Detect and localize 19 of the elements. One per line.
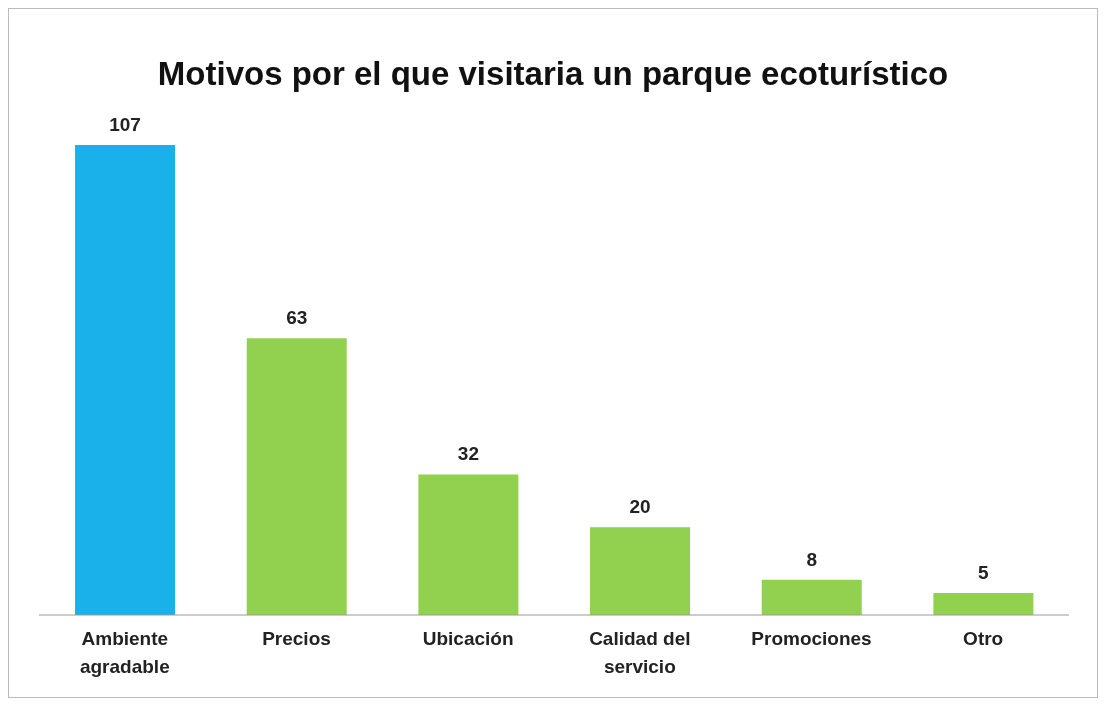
chart-title: Motivos por el que visitaria un parque ecoturístico (156, 54, 950, 94)
bar (590, 527, 691, 615)
data-label: 107 (109, 114, 141, 135)
x-tick-label: Otro (963, 628, 1004, 649)
data-label: 5 (978, 562, 990, 584)
x-tick-label: Precios (262, 628, 331, 649)
bar (761, 579, 862, 615)
data-label: 8 (806, 548, 818, 570)
bar (75, 145, 176, 615)
x-tick-label: Ubicación (422, 628, 514, 649)
bar (246, 338, 347, 615)
x-tick-label: Calidad del servicio (589, 628, 691, 677)
data-label: 20 (629, 496, 651, 518)
x-tick-label: Promociones (751, 628, 872, 649)
bar (933, 593, 1034, 615)
data-label: 32 (457, 443, 479, 465)
bar (418, 474, 519, 615)
x-tick-label: Ambiente agradable (79, 628, 170, 677)
data-label: 63 (286, 307, 308, 329)
